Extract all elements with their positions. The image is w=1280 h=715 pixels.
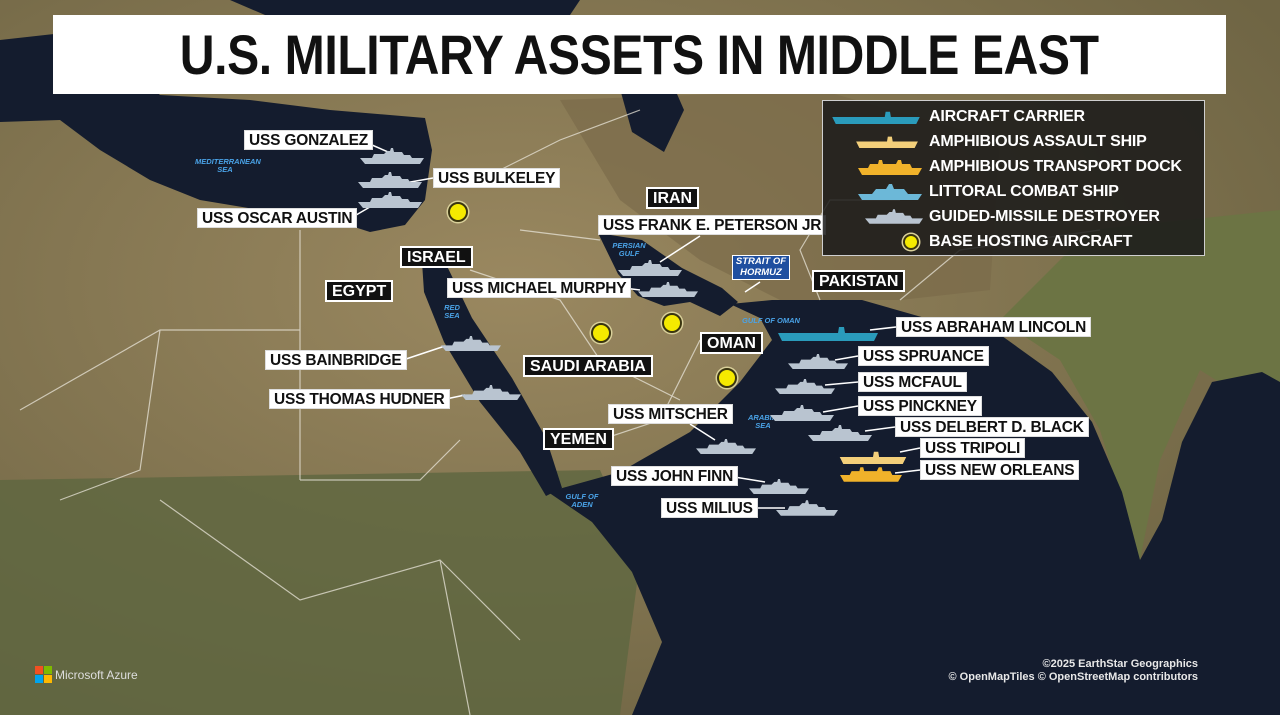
- ship-icon[interactable]: [358, 192, 422, 208]
- ship-label[interactable]: USS DELBERT D. BLACK: [895, 417, 1089, 437]
- legend-label: LITTORAL COMBAT SHIP: [929, 182, 1119, 200]
- ship-icon[interactable]: [788, 354, 848, 369]
- water-label: MEDITERRANEAN SEA: [195, 157, 261, 174]
- base-marker[interactable]: [591, 323, 611, 343]
- legend-label: AMPHIBIOUS TRANSPORT DOCK: [929, 157, 1182, 175]
- credit-line: ©2025 EarthStar Geographics: [1042, 658, 1198, 670]
- ship-label[interactable]: USS NEW ORLEANS: [920, 460, 1080, 480]
- ship-label[interactable]: USS OSCAR AUSTIN: [197, 208, 358, 228]
- country-label: YEMEN: [543, 428, 614, 450]
- land-africa-green: [0, 470, 640, 715]
- ship-label[interactable]: USS PINCKNEY: [858, 396, 982, 416]
- ship-label[interactable]: USS TRIPOLI: [920, 438, 1026, 458]
- base-icon: [903, 233, 919, 250]
- legend-item: AIRCRAFT CARRIER: [829, 104, 1198, 129]
- ship-label[interactable]: USS GONZALEZ: [244, 130, 374, 150]
- country-label: SAUDI ARABIA: [523, 355, 653, 377]
- water-label: PERSIAN GULF: [612, 241, 646, 258]
- base-marker[interactable]: [717, 368, 737, 388]
- title-banner: U.S. MILITARY ASSETS IN MIDDLE EAST: [53, 15, 1226, 94]
- ship-icon[interactable]: [618, 260, 682, 276]
- arabian-sea: [548, 300, 1280, 715]
- legend-item: AMPHIBIOUS ASSAULT SHIP: [829, 129, 1198, 154]
- country-label: ISRAEL: [400, 246, 473, 268]
- ship-icon[interactable]: [695, 439, 757, 454]
- ship-label[interactable]: USS MICHAEL MURPHY: [447, 278, 632, 298]
- water-label: ARABIAN SEA: [748, 413, 783, 430]
- legend: AIRCRAFT CARRIER AMPHIBIOUS ASSAULT SHIP…: [822, 100, 1205, 256]
- ship-icon[interactable]: [770, 405, 834, 421]
- ship-label[interactable]: USS SPRUANCE: [858, 346, 989, 366]
- map-credits: ©2025 EarthStar Geographics © OpenMapTil…: [949, 658, 1198, 684]
- ship-icon[interactable]: [638, 282, 698, 297]
- water-label: GULF OF OMAN: [742, 316, 800, 325]
- legend-item: BASE HOSTING AIRCRAFT: [829, 229, 1198, 254]
- ship-icon[interactable]: [360, 148, 424, 164]
- ship-icon[interactable]: [358, 172, 422, 188]
- credit-line: © OpenMapTiles © OpenStreetMap contribut…: [948, 671, 1198, 683]
- carrier-icon: [829, 110, 923, 124]
- ship-label[interactable]: USS BAINBRIDGE: [265, 350, 407, 370]
- ship-label[interactable]: USS ABRAHAM LINCOLN: [896, 317, 1092, 337]
- country-label: IRAN: [646, 187, 700, 209]
- legend-item: LITTORAL COMBAT SHIP: [829, 179, 1198, 204]
- ship-label[interactable]: USS JOHN FINN: [611, 466, 739, 486]
- ship-icon[interactable]: [808, 425, 872, 441]
- ship-icon[interactable]: [460, 385, 522, 400]
- land-india: [1000, 210, 1280, 560]
- strait-label: STRAIT OF HORMUZ: [732, 255, 790, 280]
- ship-icon[interactable]: [748, 479, 810, 494]
- country-label: EGYPT: [325, 280, 394, 302]
- littoral-combat-ship-icon: [857, 184, 923, 200]
- legend-label: GUIDED-MISSILE DESTROYER: [929, 207, 1160, 225]
- country-label: PAKISTAN: [812, 270, 906, 292]
- base-marker[interactable]: [662, 313, 682, 333]
- ship-label[interactable]: USS MILIUS: [661, 498, 758, 518]
- legend-label: AMPHIBIOUS ASSAULT SHIP: [929, 132, 1147, 150]
- legend-label: BASE HOSTING AIRCRAFT: [929, 232, 1133, 250]
- provider-label: Microsoft Azure: [55, 667, 138, 682]
- amphibious-transport-dock-icon[interactable]: [840, 466, 902, 482]
- red-sea: [422, 262, 562, 496]
- ship-icon[interactable]: [774, 379, 836, 394]
- water-label: RED SEA: [444, 303, 460, 320]
- water-label: GULF OF ADEN: [565, 492, 599, 509]
- ship-icon[interactable]: [776, 500, 838, 516]
- ship-label[interactable]: USS MITSCHER: [608, 404, 733, 424]
- ship-label[interactable]: USS BULKELEY: [433, 168, 561, 188]
- ship-label[interactable]: USS FRANK E. PETERSON JR: [598, 215, 827, 235]
- microsoft-logo-icon: [35, 666, 52, 683]
- amphibious-assault-ship-icon[interactable]: [836, 450, 910, 464]
- destroyer-icon: [865, 209, 923, 224]
- microsoft-azure-logo: Microsoft Azure: [35, 666, 138, 683]
- country-label: OMAN: [700, 332, 763, 354]
- amphibious-assault-ship-icon: [851, 135, 923, 148]
- base-marker[interactable]: [448, 202, 468, 222]
- ship-label[interactable]: USS MCFAUL: [858, 372, 967, 392]
- legend-item: AMPHIBIOUS TRANSPORT DOCK: [829, 154, 1198, 179]
- legend-label: AIRCRAFT CARRIER: [929, 107, 1085, 125]
- carrier-icon[interactable]: [778, 325, 878, 341]
- ship-icon[interactable]: [440, 336, 502, 351]
- page-title: U.S. MILITARY ASSETS IN MIDDLE EAST: [180, 23, 1099, 86]
- legend-item: GUIDED-MISSILE DESTROYER: [829, 204, 1198, 229]
- amphibious-transport-dock-icon: [857, 159, 923, 175]
- ship-label[interactable]: USS THOMAS HUDNER: [269, 389, 450, 409]
